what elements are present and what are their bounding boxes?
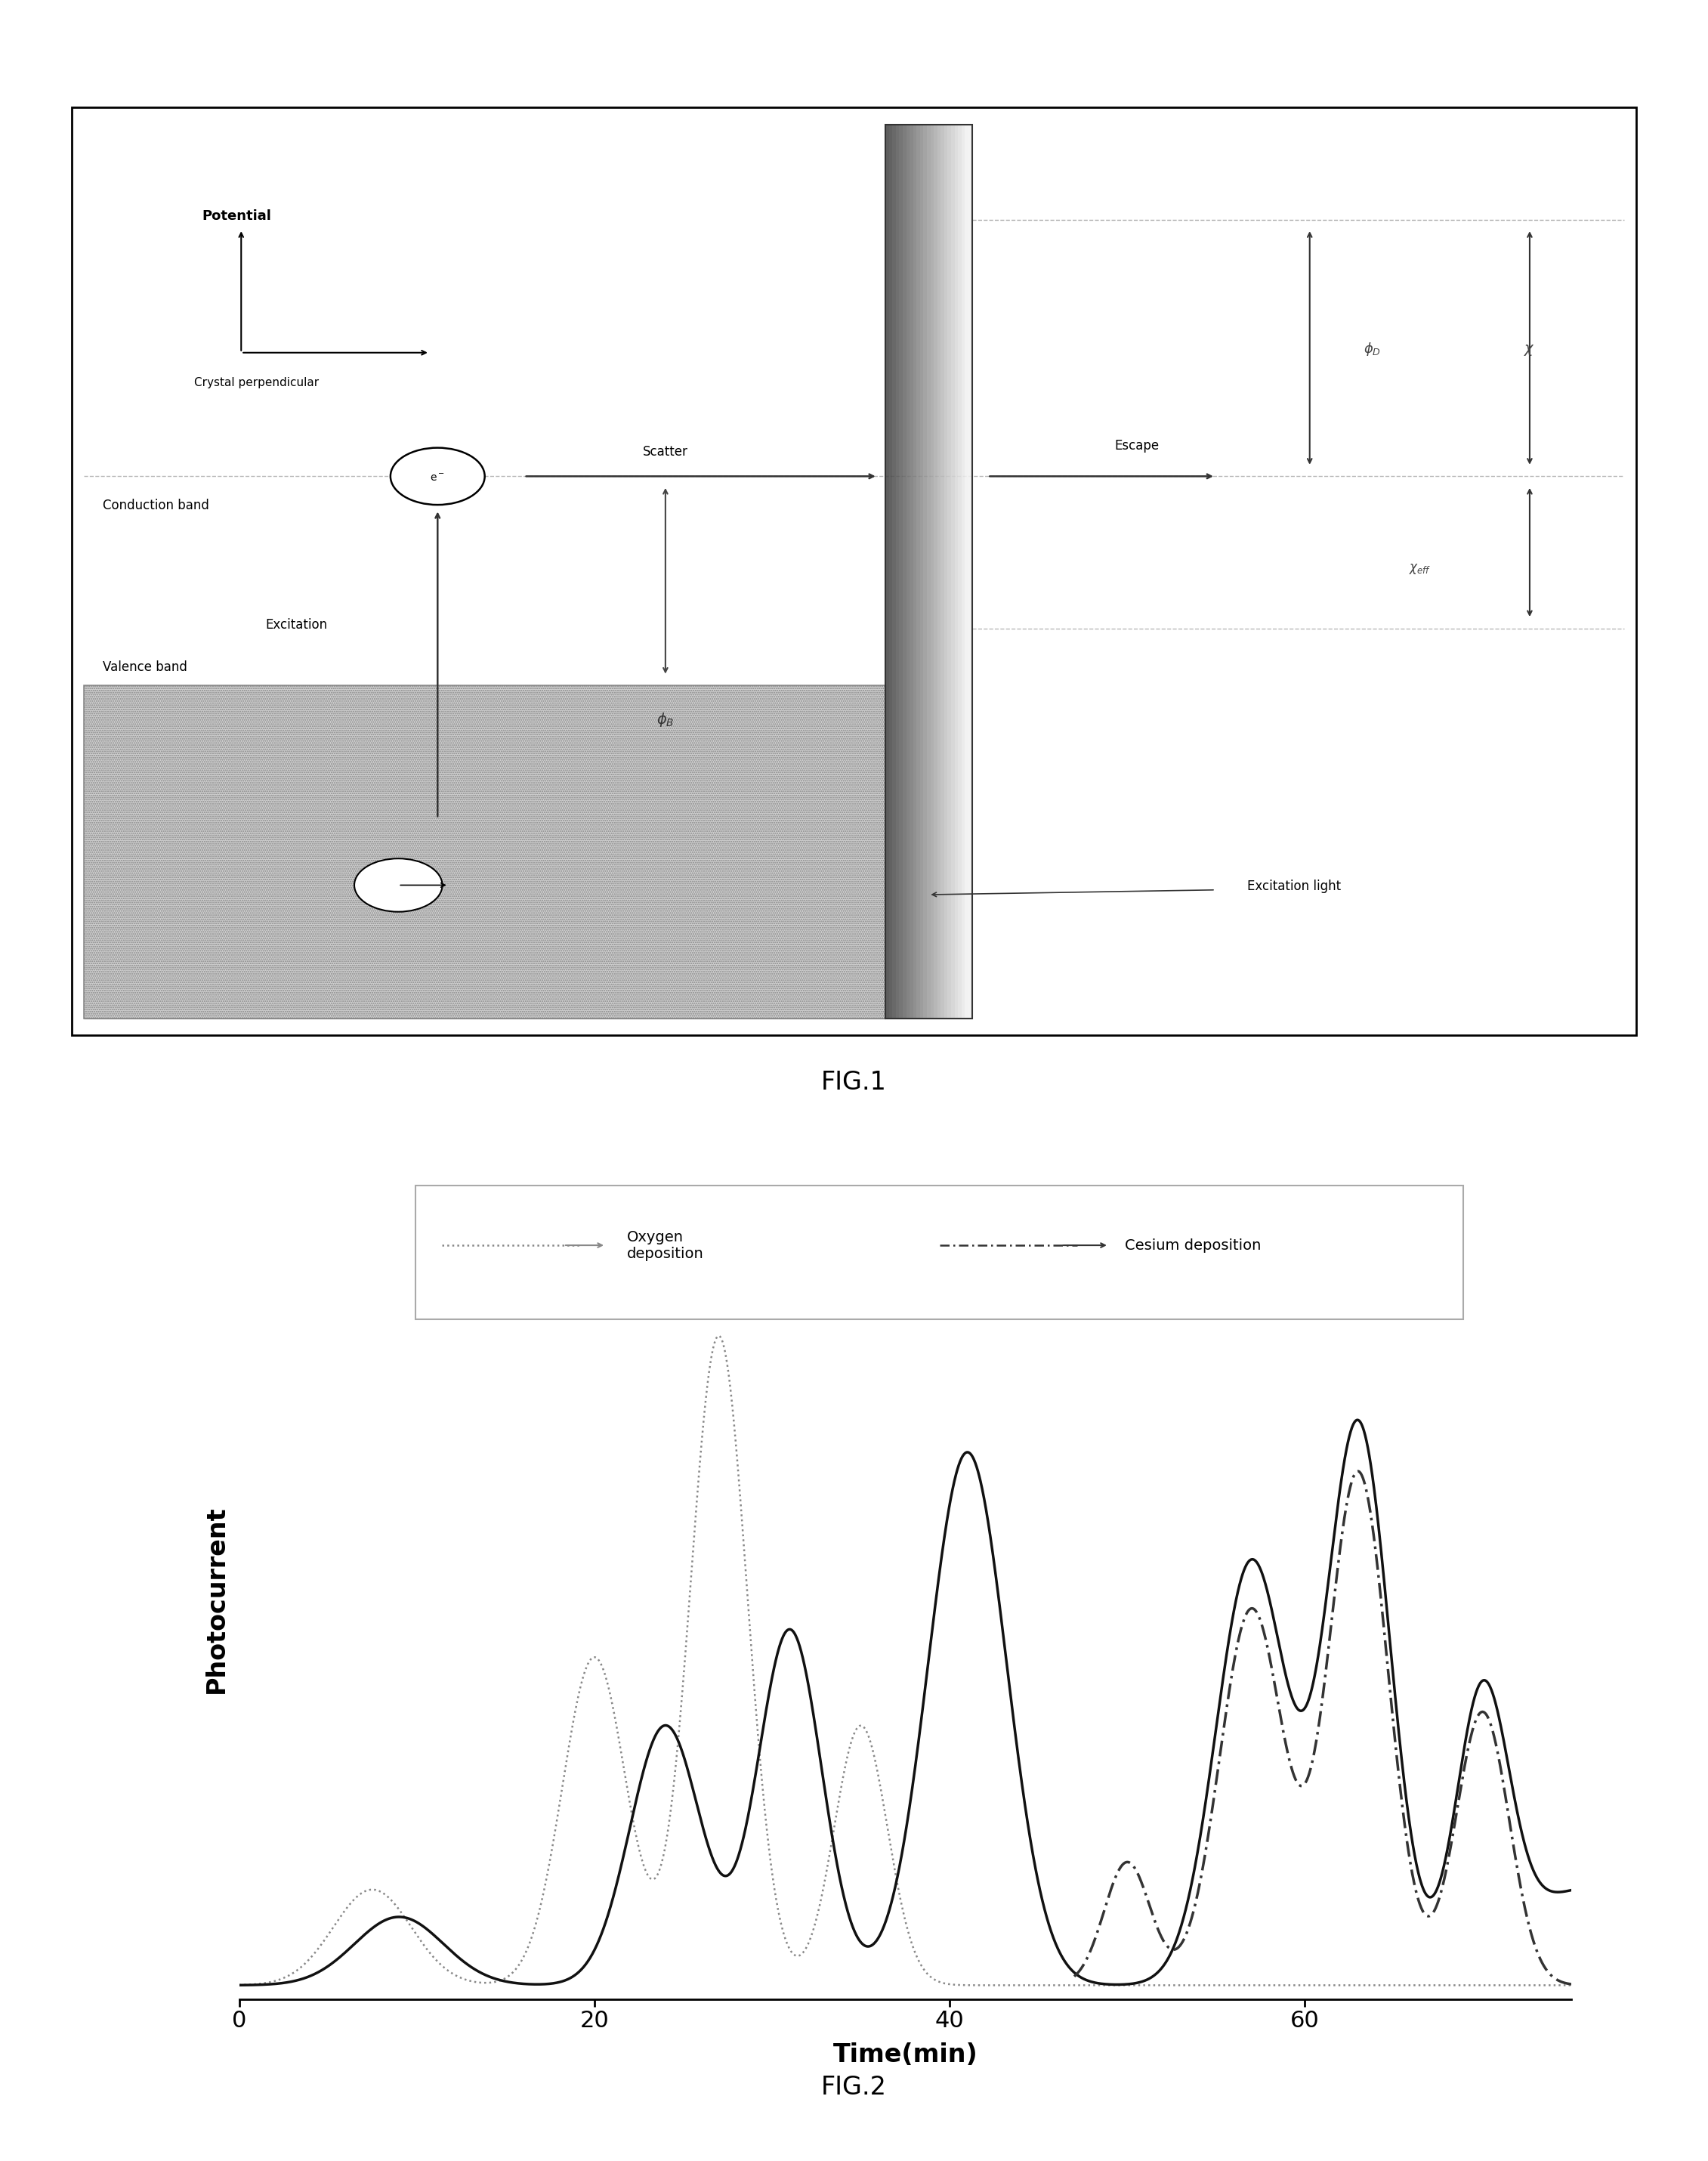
- Bar: [84, 685, 885, 1018]
- Text: Escape: Escape: [1115, 439, 1160, 452]
- Y-axis label: Photocurrent: Photocurrent: [203, 1506, 229, 1692]
- Bar: [962, 125, 965, 1018]
- Text: Excitation light: Excitation light: [1247, 880, 1341, 892]
- Text: Cesium deposition: Cesium deposition: [1126, 1238, 1261, 1253]
- Bar: [965, 125, 968, 1018]
- Bar: [921, 125, 924, 1018]
- Text: $\phi_D$: $\phi_D$: [1365, 341, 1382, 357]
- Bar: [945, 125, 948, 1018]
- Text: Conduction band: Conduction band: [102, 499, 210, 512]
- Bar: [885, 125, 972, 1018]
- Text: FIG.1: FIG.1: [822, 1070, 886, 1096]
- Text: Scatter: Scatter: [642, 445, 688, 458]
- Bar: [892, 125, 895, 1018]
- Text: $\chi_{eff}$: $\chi_{eff}$: [1409, 562, 1431, 575]
- Text: Potential: Potential: [202, 210, 272, 223]
- Bar: [931, 125, 934, 1018]
- Text: $\phi_B$: $\phi_B$: [656, 711, 675, 728]
- Bar: [958, 125, 962, 1018]
- X-axis label: Time(min): Time(min): [834, 2042, 977, 2068]
- Circle shape: [354, 858, 442, 912]
- Text: Valence band: Valence band: [102, 661, 188, 674]
- Bar: [934, 125, 938, 1018]
- Bar: [948, 125, 951, 1018]
- Circle shape: [391, 447, 485, 506]
- Bar: [941, 125, 945, 1018]
- Bar: [927, 125, 931, 1018]
- Text: $\chi$: $\chi$: [1524, 344, 1535, 357]
- Bar: [885, 125, 888, 1018]
- Bar: [955, 125, 958, 1018]
- Bar: [968, 125, 972, 1018]
- Bar: [84, 685, 885, 1018]
- Bar: [895, 125, 898, 1018]
- Text: Crystal perpendicular: Crystal perpendicular: [195, 376, 319, 389]
- Text: FIG.2: FIG.2: [822, 2075, 886, 2100]
- Bar: [917, 125, 921, 1018]
- Bar: [938, 125, 941, 1018]
- Bar: [951, 125, 955, 1018]
- Bar: [924, 125, 927, 1018]
- Bar: [907, 125, 910, 1018]
- Text: e$^-$: e$^-$: [430, 473, 446, 484]
- Bar: [914, 125, 917, 1018]
- Text: Excitation: Excitation: [265, 618, 328, 631]
- Bar: [898, 125, 904, 1018]
- Bar: [904, 125, 907, 1018]
- Bar: [910, 125, 914, 1018]
- Bar: [888, 125, 892, 1018]
- Text: Oxygen
deposition: Oxygen deposition: [627, 1230, 704, 1260]
